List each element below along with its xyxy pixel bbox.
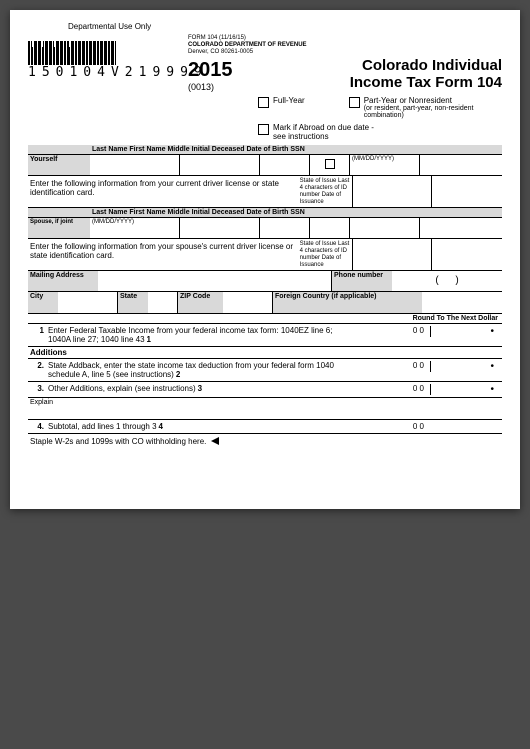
yourself-id-date[interactable] [432, 176, 502, 207]
spouse-label: Spouse, if joint [28, 218, 90, 238]
explain-field[interactable]: Explain [28, 398, 502, 420]
state-field[interactable] [148, 292, 178, 313]
spouse-ssn[interactable] [420, 218, 502, 238]
yourself-mi[interactable] [260, 155, 310, 175]
spouse-firstname[interactable] [180, 218, 260, 238]
spouse-id-date[interactable] [432, 239, 502, 270]
line-3: 3. Other Additions, explain (see instruc… [28, 382, 502, 398]
line-4: 4. Subtotal, add lines 1 through 34 0 0 [28, 420, 502, 434]
fullyear-checkbox[interactable]: Full-Year [258, 96, 305, 119]
spouse-header: Last Name First Name Middle Initial Dece… [28, 208, 502, 218]
dept-address: Denver, CO 80261-0005 [188, 49, 502, 56]
form-code: (0013) [188, 82, 258, 92]
phone-field[interactable]: ( ) [392, 271, 502, 291]
spouse-dob[interactable] [350, 218, 420, 238]
spouse-id-last4[interactable] [353, 239, 432, 270]
form-number: FORM 104 (11/16/15) [188, 35, 502, 42]
header: 150104V219999 FORM 104 (11/16/15) COLORA… [28, 35, 502, 141]
city-field[interactable] [58, 292, 118, 313]
spouse-deceased[interactable] [310, 218, 350, 238]
form-page: Departmental Use Only 150104V219999 FO [10, 10, 520, 509]
mailing-address-field[interactable] [98, 271, 332, 291]
line-1: 1 Enter Federal Taxable Income from your… [28, 324, 502, 347]
yourself-id-state[interactable]: State of Issue Last 4 characters of ID n… [298, 176, 353, 207]
spouse-lastname[interactable]: (MM/DD/YYYY) [90, 218, 180, 238]
line-3-amount[interactable]: 0 0 [350, 384, 430, 393]
barcode-number: 150104V219999 [28, 65, 188, 80]
yourself-deceased[interactable] [310, 155, 350, 175]
yourself-header: Last Name First Name Middle Initial Dece… [28, 145, 502, 155]
abroad-checkbox[interactable]: Mark if Abroad on due date - see instruc… [258, 123, 383, 141]
departmental-use-only: Departmental Use Only [68, 22, 502, 31]
spouse-id-instruction: Enter the following information from you… [28, 239, 298, 271]
form-title: Colorado Individual Income Tax Form 104 [258, 57, 502, 92]
tax-year: 2015 [188, 59, 258, 82]
yourself-dob[interactable]: (MM/DD/YYYY) [350, 155, 420, 175]
barcode-icon [28, 41, 188, 65]
city-row: City State ZIP Code Foreign Country (if … [28, 292, 502, 314]
yourself-lastname[interactable] [90, 155, 180, 175]
spouse-id-state[interactable]: State of Issue Last 4 characters of ID n… [298, 239, 353, 270]
dept-name: COLORADO DEPARTMENT OF REVENUE [188, 42, 502, 49]
line-4-amount[interactable]: 0 0 [350, 422, 430, 431]
line-2: 2. State Addback, enter the state income… [28, 359, 502, 382]
foreign-field[interactable] [422, 292, 502, 313]
triangle-icon [211, 437, 219, 445]
zip-field[interactable] [223, 292, 273, 313]
form-meta: FORM 104 (11/16/15) COLORADO DEPARTMENT … [188, 35, 502, 57]
partyear-sublabel: (or resident, part-year, non-resident co… [364, 105, 488, 119]
yourself-firstname[interactable] [180, 155, 260, 175]
line-2-amount[interactable]: 0 0 [350, 361, 430, 370]
partyear-checkbox[interactable]: Part-Year or Nonresident (or resident, p… [349, 96, 488, 119]
spouse-row: Spouse, if joint (MM/DD/YYYY) [28, 218, 502, 239]
filing-status-row: Full-Year Part-Year or Nonresident (or r… [188, 96, 502, 119]
yourself-id-last4[interactable] [353, 176, 432, 207]
round-header: Round To The Next Dollar [28, 314, 502, 324]
fullyear-label: Full-Year [273, 96, 305, 105]
yourself-label: Yourself [28, 155, 90, 175]
staple-instruction: Staple W-2s and 1099s with CO withholdin… [28, 434, 502, 449]
yourself-ssn[interactable] [420, 155, 502, 175]
additions-header: Additions [28, 347, 502, 359]
line-1-amount[interactable]: 0 0 [350, 326, 430, 335]
yourself-row: Yourself (MM/DD/YYYY) [28, 155, 502, 176]
abroad-label: Mark if Abroad on due date - see instruc… [273, 123, 383, 141]
partyear-label: Part-Year or Nonresident [364, 96, 488, 105]
spouse-mi[interactable] [260, 218, 310, 238]
yourself-id-instruction: Enter the following information from you… [28, 176, 298, 208]
mailing-row: Mailing Address Phone number ( ) [28, 271, 502, 292]
